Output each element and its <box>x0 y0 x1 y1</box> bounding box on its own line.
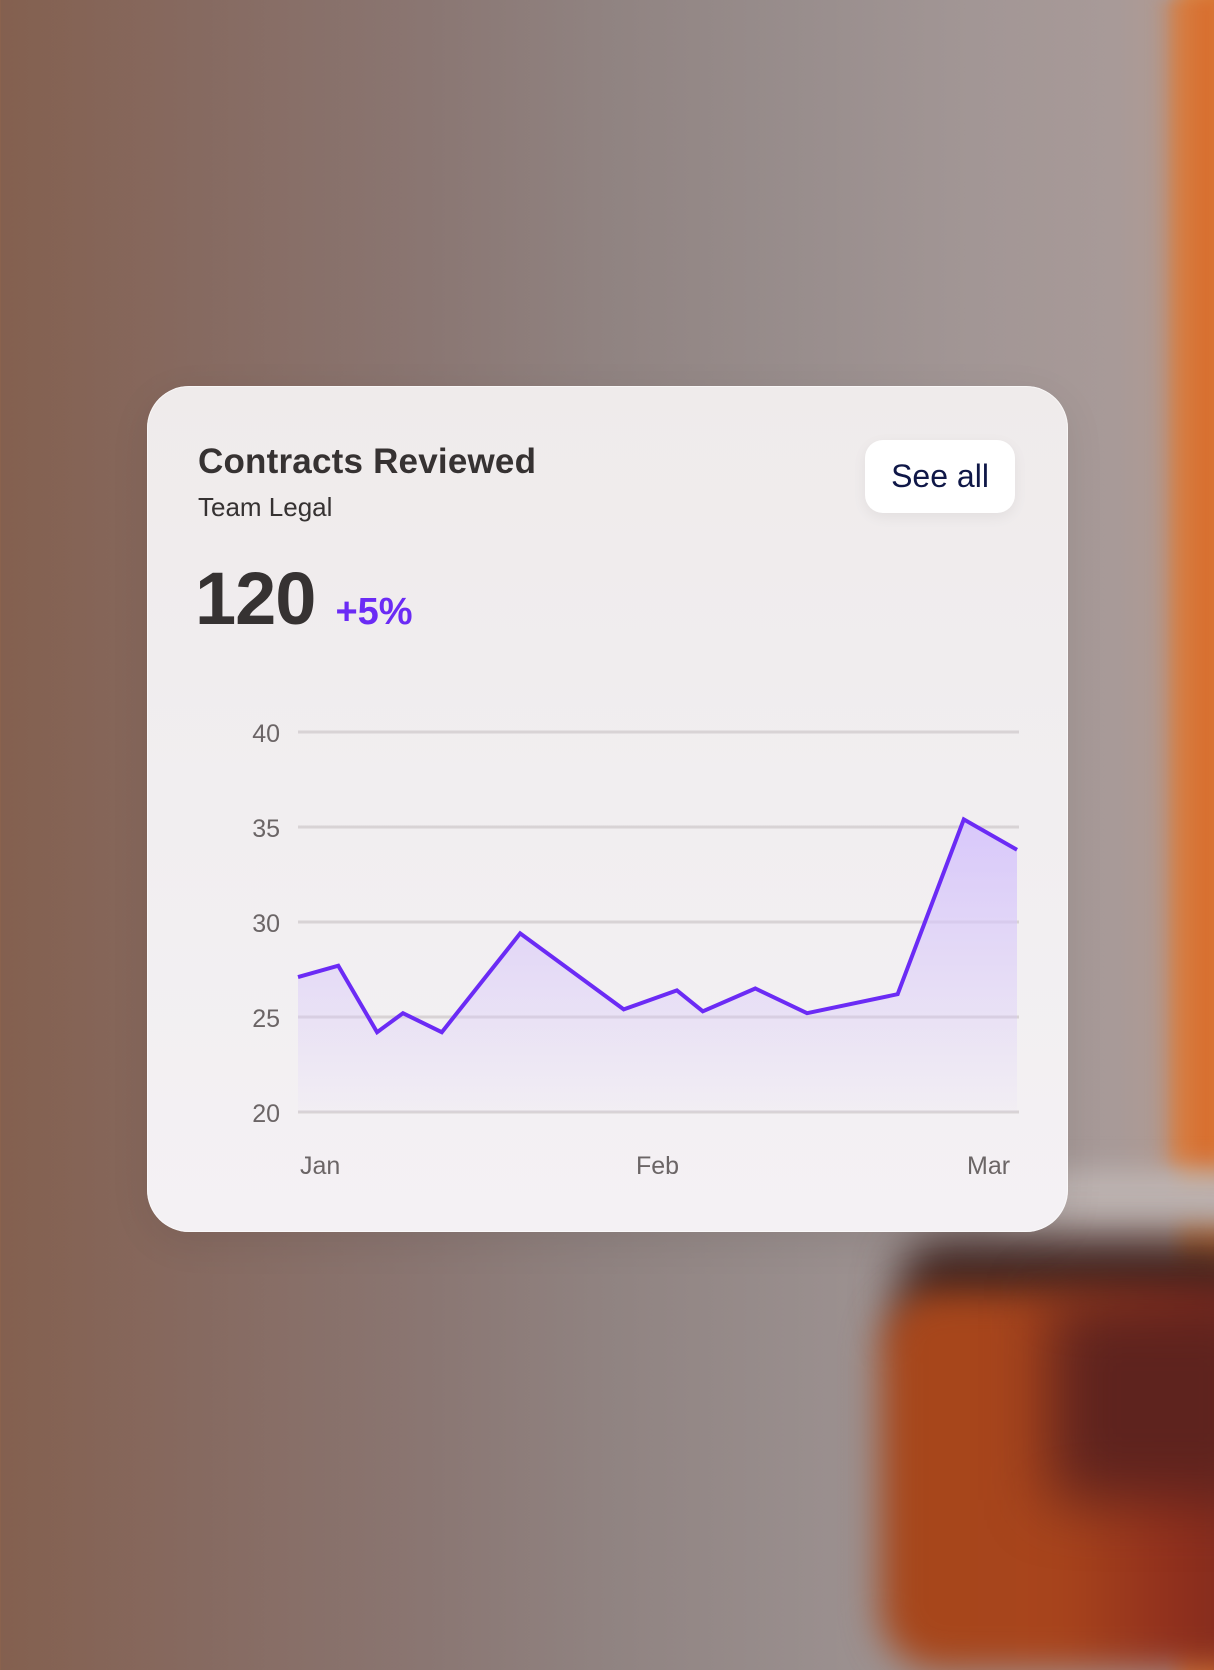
y-axis-label: 20 <box>252 1100 280 1128</box>
metric-summary: 120 +5% <box>195 562 413 636</box>
x-axis-label: Jan <box>300 1152 341 1180</box>
card-subtitle: Team Legal <box>198 492 333 522</box>
background-orange-strip <box>1154 0 1214 1170</box>
see-all-button[interactable]: See all <box>865 440 1015 513</box>
y-axis-label: 40 <box>252 720 280 748</box>
y-axis-label: 25 <box>252 1005 280 1033</box>
background-red-shadow <box>1050 1300 1214 1500</box>
x-axis-label: Feb <box>636 1152 680 1180</box>
chart-svg <box>297 730 1019 1114</box>
metric-change-badge: +5% <box>335 591 413 633</box>
card-title: Contracts Reviewed <box>198 442 537 481</box>
y-axis-label: 35 <box>252 815 280 843</box>
contracts-reviewed-card: Contracts Reviewed Team Legal 120 +5% Se… <box>147 386 1068 1232</box>
x-axis-label: Mar <box>967 1152 1011 1180</box>
metric-value: 120 <box>195 557 316 640</box>
area-fill <box>298 819 1017 1112</box>
y-axis-label: 30 <box>252 910 280 938</box>
data-line <box>297 816 1018 1036</box>
